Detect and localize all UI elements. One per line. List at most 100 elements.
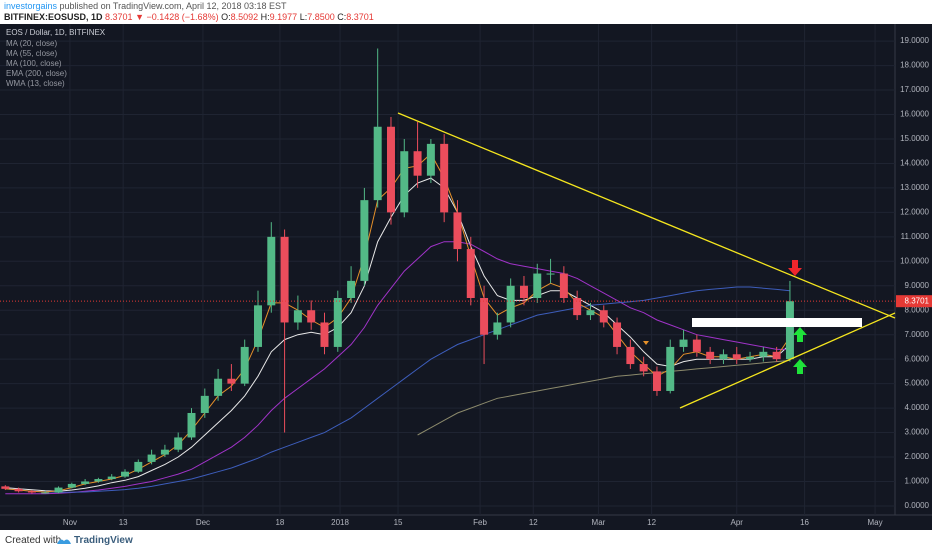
author[interactable]: investorgains [4, 1, 58, 11]
x-tick-label: Feb [473, 518, 487, 527]
resistance-box [692, 318, 862, 327]
candle-body [41, 492, 50, 494]
candle-body [559, 273, 568, 299]
y-tick-label: 4.0000 [905, 403, 930, 412]
x-tick-label: 13 [119, 518, 128, 527]
indicator-line [5, 177, 791, 492]
candle-body [626, 346, 635, 365]
candle-body [1, 486, 10, 489]
candle-body [639, 364, 648, 372]
candle-body [652, 371, 661, 391]
candle-body [54, 487, 63, 493]
y-tick-label: 12.0000 [900, 207, 929, 216]
ohlc: O:8.5092 H:9.1977 L:7.8500 C:8.3701 [221, 12, 374, 22]
created-with: Created with [5, 535, 62, 546]
ohlc-label: L: [299, 12, 308, 22]
candle-body [706, 351, 715, 360]
ohlc-label: H: [260, 12, 270, 22]
candle-body [466, 249, 475, 299]
legend-entry: MA (20, close) [6, 39, 57, 48]
candle-body [506, 285, 515, 323]
candle-body [772, 351, 781, 360]
up-arrow [793, 327, 807, 342]
ohlc-label: C: [337, 12, 347, 22]
x-tick-label: 12 [647, 518, 656, 527]
candle-body [666, 346, 675, 391]
candle-body [453, 212, 462, 250]
legend-entry: WMA (13, close) [6, 79, 65, 88]
candle-body [679, 339, 688, 347]
candle-body [599, 310, 608, 323]
candle-body [586, 310, 595, 316]
candle-body [94, 479, 103, 482]
header: investorgains published on TradingView.c… [0, 0, 932, 24]
arrow: ▼ [135, 12, 144, 22]
candle-body [573, 298, 582, 316]
y-tick-label: 15.0000 [900, 134, 929, 143]
legend-entry: EMA (200, close) [6, 69, 67, 78]
y-tick-label: 9.0000 [905, 281, 930, 290]
publish-line: investorgains published on TradingView.c… [4, 1, 287, 11]
brand[interactable]: TradingView [74, 535, 133, 546]
x-tick-label: Apr [731, 518, 744, 527]
y-tick-label: 11.0000 [901, 232, 930, 241]
y-tick-label: 16.0000 [900, 110, 929, 119]
ohlc-label: O: [221, 12, 231, 22]
logo [57, 539, 71, 544]
candle-body [613, 322, 622, 347]
indicator-line [5, 286, 790, 493]
candle-body [413, 151, 422, 176]
y-tick-label: 8.0000 [905, 305, 930, 314]
indicator-line [417, 359, 790, 436]
candle-body [107, 476, 116, 480]
down-arrow [788, 260, 802, 276]
ohlc-value: 7.8500 [307, 12, 335, 22]
marker [643, 341, 649, 345]
candle-body [147, 454, 156, 462]
y-tick-label: 10.0000 [900, 256, 929, 265]
candle-body [386, 126, 395, 213]
up-arrow [793, 359, 807, 374]
last-price-label: 8.3701 [905, 296, 930, 305]
footer: Created with TradingView [0, 530, 932, 550]
published: published on TradingView.com, April 12, … [59, 1, 287, 11]
change: −0.1428 (−1.68%) [146, 12, 219, 22]
candle-body [254, 305, 262, 347]
y-tick-label: 2.0000 [905, 452, 930, 461]
y-tick-label: 18.0000 [900, 61, 929, 70]
candle-body [746, 356, 755, 360]
candle-body [174, 437, 183, 450]
ohlc-value: 8.5092 [230, 12, 259, 22]
x-tick-label: 16 [800, 518, 809, 527]
x-tick-label: 12 [529, 518, 538, 527]
candle-body [440, 143, 449, 213]
candle-body [200, 395, 209, 413]
candle-body [121, 471, 129, 477]
y-tick-label: 0.0000 [905, 501, 930, 510]
candle-body [480, 298, 489, 335]
candle-body [732, 354, 741, 360]
candle-body [307, 310, 316, 323]
chart-background [0, 24, 932, 530]
candle-body [280, 236, 289, 323]
candle-body [692, 339, 701, 352]
candle-body [719, 354, 728, 360]
candle-body [14, 488, 23, 492]
candle-body [81, 481, 90, 484]
y-tick-label: 17.0000 [900, 85, 929, 94]
candle-body [267, 236, 276, 306]
candle-body [67, 483, 76, 488]
y-tick-label: 3.0000 [905, 428, 930, 437]
x-tick-label: Dec [196, 518, 210, 527]
y-tick-label: 13.0000 [900, 183, 929, 192]
candle-body [240, 346, 249, 384]
y-tick-label: 6.0000 [905, 354, 930, 363]
candle-body [160, 449, 169, 455]
y-tick-label: 1.0000 [905, 477, 930, 486]
candle-body [546, 273, 555, 275]
upper-trendline [397, 112, 896, 319]
ohlc-value: 8.3701 [346, 12, 374, 22]
candle-body [519, 285, 528, 299]
axes: 0.0000 1.0000 2.0000 3.0000 4.0000 5.0000 6.00… [0, 36, 932, 527]
